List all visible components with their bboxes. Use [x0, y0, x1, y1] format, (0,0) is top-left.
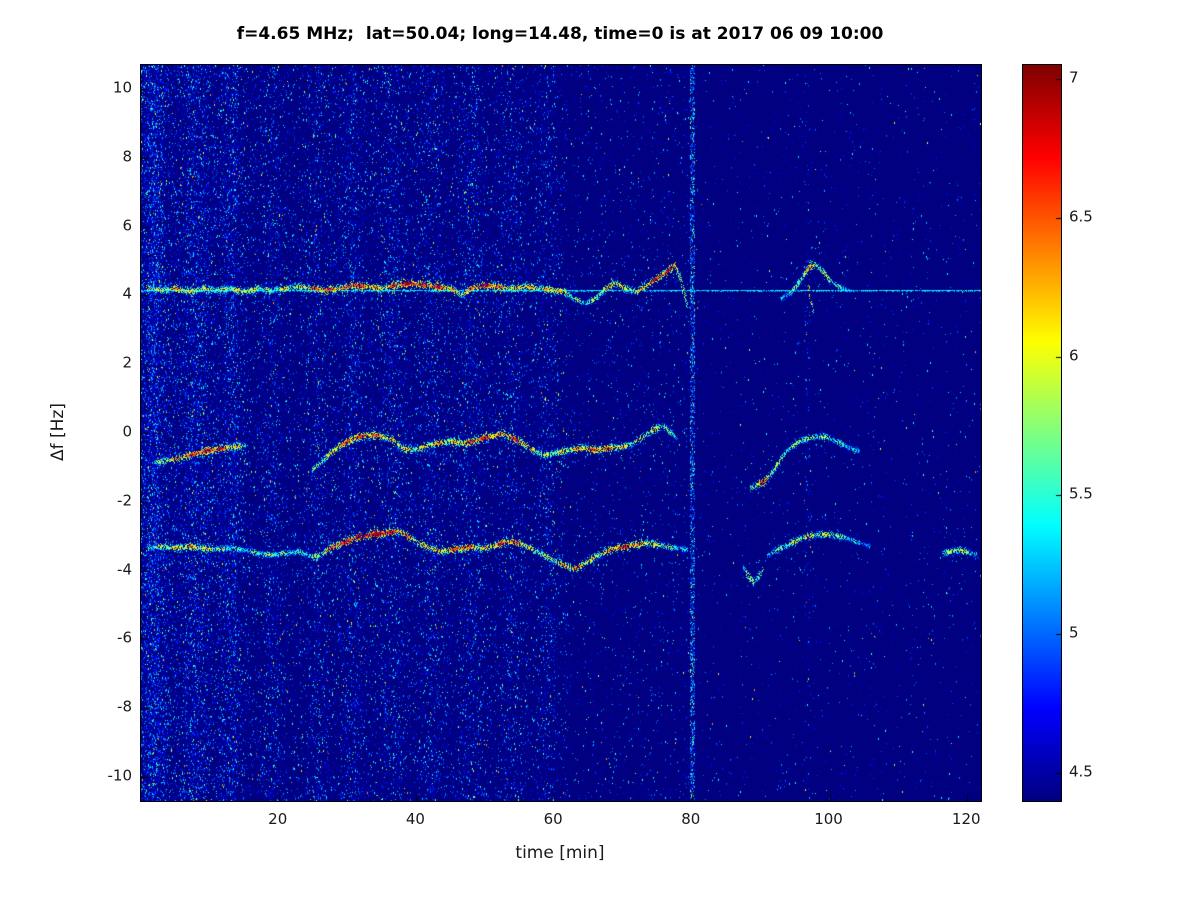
y-tick-label: -2: [117, 491, 132, 510]
spectrogram-plot-area: [140, 64, 982, 802]
x-tick-label: 20: [268, 810, 288, 828]
y-axis-label: Δf [Hz]: [48, 403, 68, 461]
colorbar-tick-label: 7: [1069, 68, 1079, 87]
colorbar-tick-label: 6: [1069, 346, 1079, 365]
colorbar-tick-label: 6.5: [1069, 207, 1093, 226]
plot-title: f=4.65 MHz; lat=50.04; long=14.48, time=…: [236, 24, 884, 44]
y-tick-label: -6: [117, 628, 132, 647]
colorbar-tick-label: 4.5: [1069, 762, 1093, 781]
y-tick-label: 10: [112, 78, 132, 97]
x-tick-label: 40: [405, 810, 425, 828]
colorbar-canvas: [1023, 65, 1061, 801]
y-tick-label: 6: [122, 216, 132, 235]
y-tick-label: 2: [122, 353, 132, 372]
y-tick-label: -10: [107, 766, 133, 785]
y-tick-label: -4: [117, 560, 132, 579]
y-tick-label: 8: [122, 147, 132, 166]
x-axis-label: time [min]: [515, 843, 605, 863]
spectrogram-canvas: [141, 65, 981, 801]
x-tick-label: 100: [814, 810, 843, 828]
y-tick-label: 4: [122, 284, 132, 303]
x-tick-label: 120: [951, 810, 981, 828]
colorbar-tick-label: 5: [1069, 623, 1079, 642]
x-tick-label: 60: [543, 810, 563, 828]
colorbar: [1022, 64, 1062, 802]
y-tick-label: -8: [117, 697, 132, 716]
colorbar-tick-label: 5.5: [1069, 484, 1093, 503]
y-tick-label: 0: [122, 422, 132, 441]
x-tick-label: 80: [681, 810, 701, 828]
